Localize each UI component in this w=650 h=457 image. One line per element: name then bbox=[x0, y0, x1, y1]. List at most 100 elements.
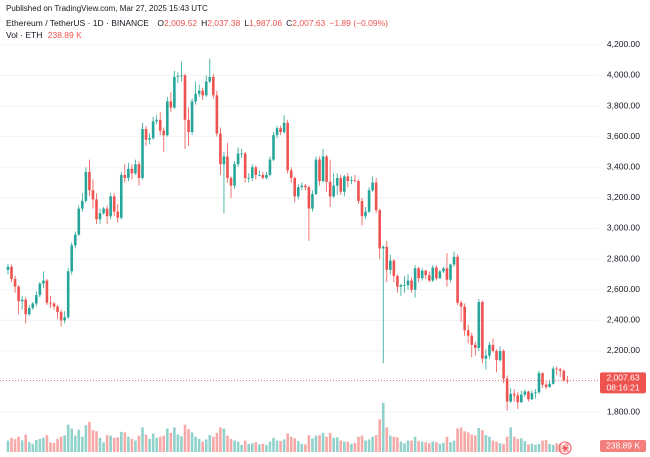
volume-bar bbox=[343, 441, 346, 452]
candle-body bbox=[180, 75, 183, 77]
candle-body bbox=[307, 187, 311, 209]
candle-body bbox=[52, 303, 56, 307]
volume-header: Vol · ETH 238.89 K bbox=[6, 30, 82, 40]
volume-bar bbox=[300, 443, 304, 452]
candle-body bbox=[424, 270, 428, 276]
volume-bar bbox=[197, 438, 201, 452]
volume-bar bbox=[261, 443, 265, 452]
volume-title: Vol · ETH bbox=[6, 30, 42, 40]
candle-body bbox=[435, 267, 438, 279]
volume-bar bbox=[215, 432, 219, 452]
candle-body bbox=[268, 159, 272, 175]
volume-bar bbox=[66, 424, 70, 452]
volume-bar bbox=[339, 440, 343, 452]
candle-body bbox=[544, 384, 548, 387]
candle-body bbox=[109, 196, 112, 217]
volume-bar bbox=[463, 431, 466, 452]
candle-body bbox=[452, 256, 456, 265]
candle-body bbox=[293, 177, 297, 197]
volume-bar bbox=[265, 444, 268, 452]
volume-bar bbox=[335, 437, 339, 452]
y-tick-label: 2,400.00 bbox=[607, 315, 640, 325]
volume-bar bbox=[385, 427, 389, 452]
candle-body bbox=[158, 119, 162, 131]
volume-bar bbox=[173, 427, 176, 452]
volume-bar bbox=[24, 434, 27, 452]
volume-bar bbox=[176, 434, 180, 452]
volume-bar bbox=[219, 427, 222, 452]
candle-body bbox=[219, 133, 222, 165]
candle-body bbox=[562, 370, 566, 381]
volume-bar bbox=[332, 437, 335, 452]
volume-bar bbox=[442, 442, 445, 452]
candle-body bbox=[371, 182, 374, 191]
volume-bar bbox=[70, 428, 74, 452]
legend-key: O bbox=[157, 18, 164, 28]
volume-bar bbox=[520, 438, 523, 452]
volume-bar bbox=[399, 441, 403, 452]
countdown: 08:16:21 bbox=[606, 383, 639, 393]
volume-bar bbox=[488, 436, 491, 452]
volume-bar bbox=[208, 435, 212, 452]
candle-body bbox=[119, 174, 123, 218]
candle-body bbox=[286, 122, 289, 171]
volume-bar bbox=[42, 437, 45, 452]
volume-bar bbox=[360, 435, 364, 452]
candle-body bbox=[427, 275, 431, 281]
volume-bar bbox=[289, 436, 293, 452]
volume-bar bbox=[88, 422, 91, 452]
candle-body bbox=[555, 368, 558, 370]
volume-bar bbox=[293, 438, 297, 452]
volume-bar bbox=[38, 438, 42, 452]
volume-bar bbox=[431, 441, 435, 452]
volume-bar bbox=[180, 436, 183, 452]
y-tick-label: 2,600.00 bbox=[607, 284, 640, 294]
volume-bar bbox=[275, 440, 279, 452]
candle-body bbox=[13, 279, 17, 287]
candle-body bbox=[410, 280, 413, 290]
candle-body bbox=[183, 75, 187, 120]
volume-bar bbox=[116, 437, 120, 452]
volume-bar bbox=[73, 435, 77, 452]
volume-bar bbox=[123, 432, 127, 452]
volume-bar bbox=[247, 443, 251, 452]
y-tick-label: 1,800.00 bbox=[607, 406, 640, 416]
candle-body bbox=[527, 391, 530, 400]
volume-bar bbox=[537, 443, 541, 452]
candle-body bbox=[66, 271, 70, 318]
candle-body bbox=[466, 330, 470, 336]
volume-bar bbox=[562, 444, 566, 452]
volume-bar bbox=[212, 436, 215, 452]
candle-body bbox=[300, 185, 304, 188]
candle-body bbox=[523, 391, 527, 395]
candle-body bbox=[95, 199, 98, 220]
volume-bar bbox=[127, 436, 130, 452]
candle-body bbox=[144, 128, 148, 140]
candle-body bbox=[98, 213, 102, 220]
candle-body bbox=[212, 76, 215, 96]
volume-bar bbox=[505, 436, 509, 452]
candle-body bbox=[42, 280, 45, 284]
candle-body bbox=[399, 285, 403, 287]
candle-body bbox=[502, 350, 505, 379]
volume-bar bbox=[491, 440, 495, 452]
candle-body bbox=[254, 167, 258, 175]
candle-body bbox=[385, 246, 389, 270]
candle-body bbox=[530, 393, 534, 400]
legend-value: 2,009.52 bbox=[164, 18, 197, 28]
volume-bar bbox=[81, 436, 84, 452]
candle-body bbox=[56, 306, 59, 312]
volume-bar bbox=[516, 438, 520, 452]
candle-body bbox=[551, 368, 555, 384]
candle-body bbox=[558, 369, 562, 371]
candle-body bbox=[6, 266, 10, 270]
candle-body bbox=[102, 208, 105, 214]
volume-bar bbox=[367, 439, 371, 452]
volume-bar bbox=[530, 443, 534, 452]
candle-body bbox=[318, 159, 321, 182]
candle-body bbox=[134, 164, 137, 174]
candle-body bbox=[141, 128, 144, 178]
candle-body bbox=[339, 177, 343, 192]
candle-body bbox=[367, 190, 371, 212]
